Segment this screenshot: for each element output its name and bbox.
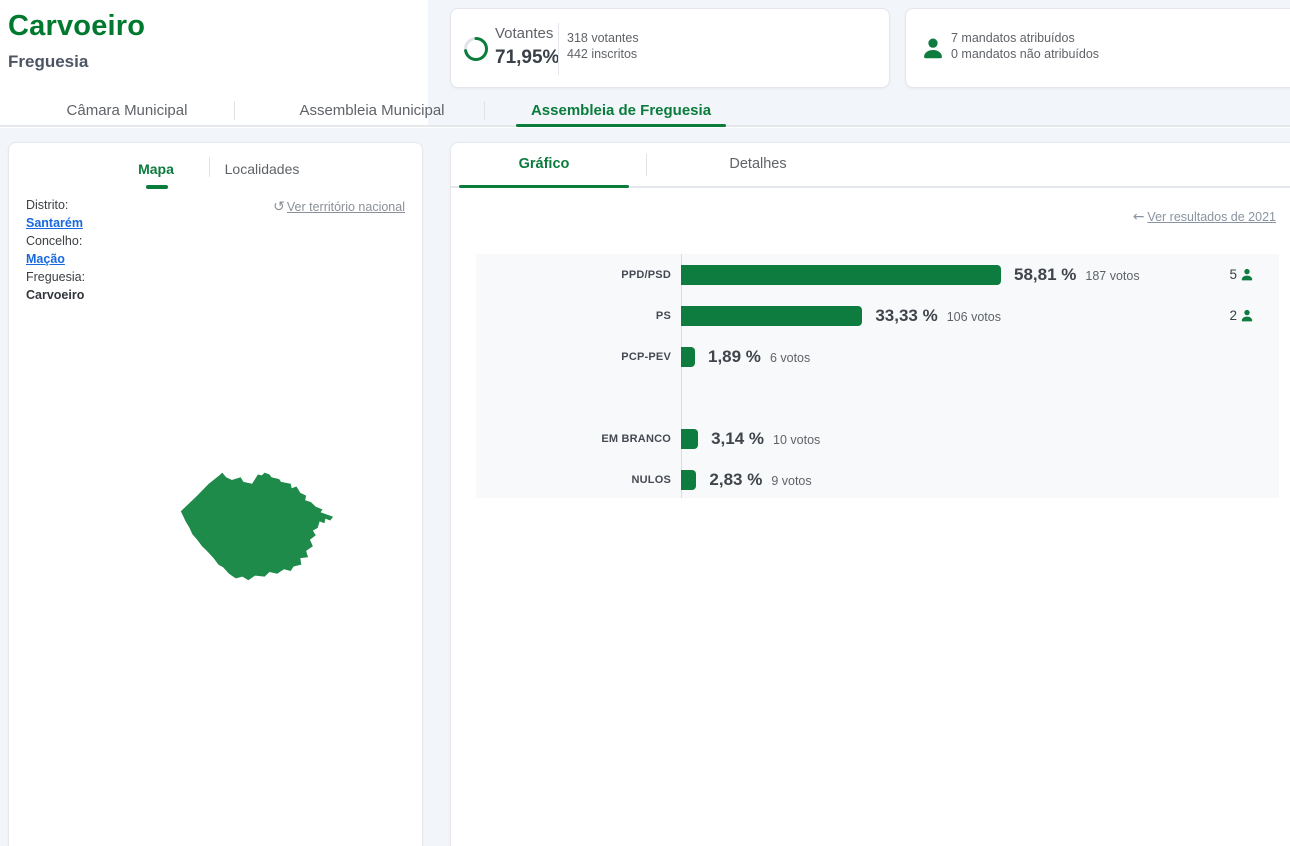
chart-row: PPD/PSD 58,81 % 187 votos 5 — [476, 254, 1279, 295]
freguesia-map[interactable] — [176, 469, 336, 583]
chart-axis-line — [681, 254, 682, 498]
party-label: NULOS — [631, 473, 671, 486]
party-label: EM BRANCO — [601, 432, 671, 445]
chart-row: PS 33,33 % 106 votos 2 — [476, 295, 1279, 336]
mandates-badge: 5 — [1229, 267, 1254, 282]
party-label: PS — [655, 309, 671, 322]
national-territory-link-label: Ver território nacional — [286, 200, 405, 214]
percent-value: 3,14 % — [711, 428, 765, 448]
person-icon — [1241, 309, 1253, 321]
results-bar-chart: PPD/PSD 58,81 % 187 votos 5 PS 33,33 % 1… — [476, 254, 1279, 498]
mandates-count: 2 — [1229, 308, 1237, 323]
tab-detalhes[interactable]: Detalhes — [729, 156, 787, 172]
party-label: PCP-PEV — [621, 350, 671, 363]
concelho-label: Concelho: — [26, 234, 83, 248]
main-tab-bar: Câmara Municipal Assembleia Municipal As… — [0, 96, 1290, 127]
tab-divider — [646, 154, 647, 176]
tab-assembleia-municipal[interactable]: Assembleia Municipal — [299, 102, 445, 119]
map-panel: Mapa Localidades Distrito: Santarém Conc… — [8, 142, 423, 846]
results-tab-bar: Gráfico Detalhes — [451, 143, 1290, 188]
tab-divider — [209, 157, 210, 177]
chart-rows: PPD/PSD 58,81 % 187 votos 5 PS 33,33 % 1… — [476, 254, 1279, 500]
freguesia-label: Freguesia: — [26, 270, 86, 284]
percent-value: 1,89 % — [708, 346, 761, 366]
result-bar — [681, 469, 697, 490]
tab-assembleia-de-freguesia[interactable]: Assembleia de Freguesia — [530, 102, 712, 119]
active-tab-indicator — [516, 124, 726, 127]
turnout-ring-icon — [464, 37, 488, 61]
percent-value: 2,83 % — [709, 469, 763, 489]
distrito-label: Distrito: — [26, 198, 69, 212]
result-bar — [681, 264, 1001, 285]
turnout-voters: 318 votantes — [567, 31, 639, 45]
results-panel: Gráfico Detalhes ← Ver resultados de 2021… — [450, 142, 1290, 846]
concelho-link[interactable]: Mação — [26, 252, 65, 266]
result-bar — [681, 428, 699, 449]
map-shape — [180, 472, 334, 581]
national-territory-link[interactable]: ↺ Ver território nacional — [273, 199, 405, 215]
tab-grafico[interactable]: Gráfico — [518, 156, 570, 172]
turnout-divider — [558, 23, 559, 75]
votes-value: 106 votos — [946, 310, 1001, 324]
tab-mapa[interactable]: Mapa — [138, 161, 174, 177]
page-title: Carvoeiro — [8, 10, 146, 42]
left-arrow-icon: ← — [1132, 209, 1145, 225]
distrito-link[interactable]: Santarém — [26, 216, 83, 230]
votes-value: 187 votos — [1085, 269, 1140, 283]
territory-info: Distrito: Santarém Concelho: Mação Fregu… — [26, 196, 85, 304]
votes-value: 6 votos — [769, 351, 811, 365]
freguesia-value: Carvoeiro — [26, 288, 85, 302]
turnout-registered: 442 inscritos — [567, 47, 638, 61]
turnout-label: Votantes — [495, 25, 554, 42]
page-subtitle: Freguesia — [8, 52, 89, 71]
votes-value: 10 votos — [773, 433, 821, 447]
mandates-card: 7 mandatos atribuídos 0 mandatos não atr… — [905, 8, 1290, 88]
tab-divider — [234, 101, 235, 120]
result-bar — [681, 305, 863, 326]
party-label: PPD/PSD — [621, 268, 671, 281]
results-2021-link-label: Ver resultados de 2021 — [1147, 210, 1276, 224]
mandates-badge: 2 — [1229, 308, 1254, 323]
tab-camara-municipal[interactable]: Câmara Municipal — [66, 102, 188, 119]
turnout-percent: 71,95% — [495, 47, 560, 68]
votes-value: 9 votos — [771, 474, 812, 488]
mandates-not-attributed: 0 mandatos não atribuídos — [951, 47, 1100, 61]
turnout-card: Votantes 71,95% 318 votantes 442 inscrit… — [450, 8, 890, 88]
person-icon — [924, 38, 942, 59]
tab-localidades[interactable]: Localidades — [224, 161, 300, 177]
chart-row: EM BRANCO 3,14 % 10 votos — [476, 418, 1279, 459]
active-tab-indicator — [459, 185, 629, 188]
result-bar — [681, 346, 695, 367]
turnout-stats: 318 votantes 442 inscritos — [567, 30, 639, 62]
chart-row: PCP-PEV 1,89 % 6 votos — [476, 336, 1279, 377]
percent-value: 58,81 % — [1014, 264, 1077, 284]
results-2021-link[interactable]: ← Ver resultados de 2021 — [1133, 209, 1276, 225]
mandates-count: 5 — [1229, 267, 1237, 282]
percent-value: 33,33 % — [875, 305, 938, 325]
mandates-attributed: 7 mandatos atribuídos — [951, 31, 1075, 45]
chart-row: NULOS 2,83 % 9 votos — [476, 459, 1279, 500]
undo-icon: ↺ — [273, 199, 285, 215]
person-icon — [1241, 268, 1253, 280]
active-tab-indicator — [146, 185, 168, 189]
tab-divider — [484, 101, 485, 120]
mandates-text: 7 mandatos atribuídos 0 mandatos não atr… — [951, 30, 1099, 62]
